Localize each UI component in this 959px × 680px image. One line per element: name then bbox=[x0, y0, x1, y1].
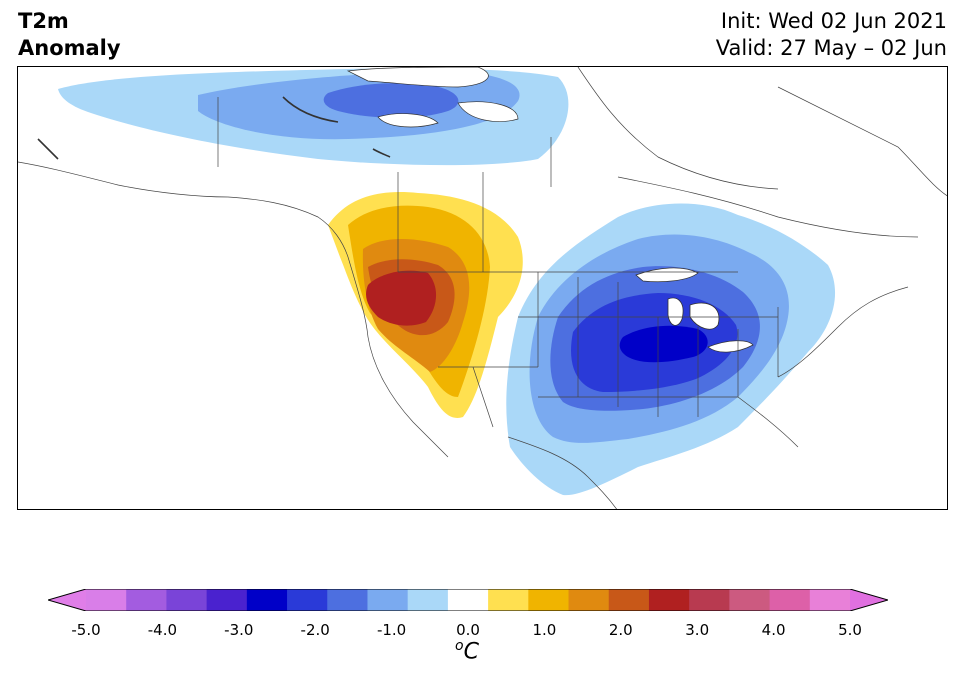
colorbar-segment bbox=[729, 589, 771, 611]
degree-symbol: o bbox=[455, 638, 464, 654]
map-svg bbox=[18, 67, 947, 509]
colorbar-segment bbox=[809, 589, 851, 611]
colorbar-tick-label: 5.0 bbox=[838, 621, 862, 639]
colorbar-tick-label: -2.0 bbox=[300, 621, 330, 639]
colorbar-segment bbox=[86, 589, 127, 611]
warm-anomaly-west-2.5 bbox=[366, 270, 437, 326]
colorbar-segment bbox=[407, 589, 449, 611]
valid-range: Valid: 27 May – 02 Jun bbox=[715, 36, 947, 60]
colorbar-tick-label: -5.0 bbox=[71, 621, 101, 639]
colorbar-segment bbox=[327, 589, 368, 611]
colorbar-tick-label: 4.0 bbox=[761, 621, 786, 639]
colorbar-tick-label: -1.0 bbox=[376, 621, 407, 639]
product-title: Anomaly bbox=[18, 36, 121, 60]
colorbar-segments bbox=[86, 589, 851, 611]
colorbar-over-arrow bbox=[850, 589, 888, 611]
colorbar-segment bbox=[769, 589, 811, 611]
colorbar-segment bbox=[447, 589, 489, 611]
political-boundaries bbox=[18, 67, 947, 509]
date-block: Init: Wed 02 Jun 2021 Valid: 27 May – 02… bbox=[716, 8, 947, 62]
title-block: T2m Anomaly bbox=[18, 8, 121, 62]
cold-anomaly-arctic-strong bbox=[323, 83, 459, 118]
colorbar-tick-label: 3.0 bbox=[685, 621, 710, 639]
colorbar-tick-label: 2.0 bbox=[608, 621, 633, 639]
colorbar-tick-label: -4.0 bbox=[147, 621, 178, 639]
colorbar-segment bbox=[126, 589, 167, 611]
colorbar-segment bbox=[648, 589, 690, 611]
colorbar-tick-labels: -5.0 -4.0 -3.0 -2.0 -1.0 0.0 1.0 2.0 3.0 4.0 5.0 bbox=[0, 621, 959, 641]
colorbar-tick-label: 1.0 bbox=[532, 621, 557, 639]
colorbar-segment bbox=[246, 589, 288, 611]
colorbar-segment bbox=[488, 589, 529, 611]
colorbar-segment bbox=[206, 589, 248, 611]
colorbar-segment bbox=[528, 589, 570, 611]
colorbar bbox=[48, 589, 888, 611]
arctic-coast-lines bbox=[37, 96, 391, 160]
init-date: Init: Wed 02 Jun 2021 bbox=[720, 9, 947, 33]
colorbar-tick-label: 0.0 bbox=[456, 621, 480, 639]
cold-anomaly-east-2.5 bbox=[619, 325, 708, 363]
arctic-islands bbox=[346, 67, 519, 128]
anomaly-map bbox=[17, 66, 948, 510]
colorbar-unit: oC bbox=[455, 638, 479, 664]
great-lakes bbox=[635, 267, 754, 353]
colorbar-tick-label: -3.0 bbox=[224, 621, 254, 639]
colorbar-segment bbox=[367, 589, 409, 611]
colorbar-segment bbox=[608, 589, 650, 611]
colorbar-under-arrow bbox=[48, 589, 86, 611]
variable-title: T2m bbox=[18, 9, 69, 33]
colorbar-segment bbox=[689, 589, 730, 611]
unit-label: C bbox=[463, 639, 479, 665]
colorbar-segment bbox=[166, 589, 208, 611]
colorbar-segment bbox=[568, 589, 610, 611]
colorbar-segment bbox=[287, 589, 328, 611]
